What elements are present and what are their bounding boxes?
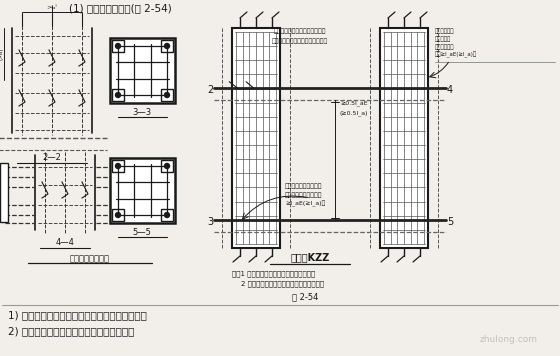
Text: (≥0.5l_a): (≥0.5l_a) xyxy=(340,110,368,116)
Text: 框支梁或楼层: 框支梁或楼层 xyxy=(435,44,455,49)
Text: ≥0.5l_aE: ≥0.5l_aE xyxy=(340,100,367,106)
Text: 板内≥l_aE(≥l_a)。: 板内≥l_aE(≥l_a)。 xyxy=(435,52,477,58)
Text: 注：1 柱底纵筋的连接构造同抗震框架柱。: 注：1 柱底纵筋的连接构造同抗震框架柱。 xyxy=(232,270,315,277)
Text: 5—5: 5—5 xyxy=(133,228,151,237)
Text: 5: 5 xyxy=(447,217,453,227)
Circle shape xyxy=(165,43,170,48)
Text: 3—3: 3—3 xyxy=(132,108,152,117)
Text: 纵向钉筋弯折要求: 纵向钉筋弯折要求 xyxy=(70,254,110,263)
Bar xyxy=(110,158,175,223)
Text: (1) 框支柱钉筋构造(图 2-54): (1) 框支柱钉筋构造(图 2-54) xyxy=(69,3,171,13)
Bar xyxy=(110,38,175,103)
Bar xyxy=(112,40,124,52)
Text: 起，弯镀入: 起，弯镀入 xyxy=(435,36,451,42)
Bar xyxy=(122,163,130,222)
Text: 插入框支架或楼层板内: 插入框支架或楼层板内 xyxy=(285,192,323,198)
Text: 框支柱KZZ: 框支柱KZZ xyxy=(290,252,330,262)
Bar xyxy=(0,163,8,222)
Bar xyxy=(112,89,124,101)
Circle shape xyxy=(165,163,170,168)
Text: zhulong.com: zhulong.com xyxy=(480,335,538,344)
Bar xyxy=(380,28,428,248)
Bar xyxy=(161,209,173,221)
Text: >lₐᴵ
(>lₐ): >lₐᴵ (>lₐ) xyxy=(0,48,3,60)
Text: >lₐᴵ: >lₐᴵ xyxy=(46,5,57,10)
Bar xyxy=(112,209,124,221)
Text: 力墙楼板顶，规则为：能通则通。: 力墙楼板顶，规则为：能通则通。 xyxy=(272,38,328,43)
Text: 2) 柱纵向钉筋的连接宜采用机械连接接头。: 2) 柱纵向钉筋的连接宜采用机械连接接头。 xyxy=(8,326,134,336)
Text: 2: 2 xyxy=(207,85,213,95)
Bar xyxy=(161,160,173,172)
Text: 2—2: 2—2 xyxy=(43,153,62,162)
Text: 自层支柱边缘算起，弯: 自层支柱边缘算起，弯 xyxy=(285,183,323,189)
Circle shape xyxy=(115,163,120,168)
Text: 2 柱纵向钉筋的连接宜采用机械连接接头。: 2 柱纵向钉筋的连接宜采用机械连接接头。 xyxy=(232,280,324,287)
Circle shape xyxy=(115,43,120,48)
Text: 框支柱部分纵筋延伸到上层剪力: 框支柱部分纵筋延伸到上层剪力 xyxy=(274,28,326,33)
Text: 图 2-54: 图 2-54 xyxy=(292,292,318,301)
Circle shape xyxy=(165,93,170,98)
Circle shape xyxy=(165,213,170,218)
Text: 4: 4 xyxy=(447,85,453,95)
Text: ≥l_aE(≥l_a)。: ≥l_aE(≥l_a)。 xyxy=(285,201,325,207)
Bar xyxy=(112,160,124,172)
Circle shape xyxy=(115,213,120,218)
Text: 4—4: 4—4 xyxy=(55,238,74,247)
Bar xyxy=(161,89,173,101)
Bar xyxy=(161,40,173,52)
Circle shape xyxy=(115,93,120,98)
Text: 3: 3 xyxy=(207,217,213,227)
Text: 1) 框支柱的柱底纵筋的连接构造同抗震框架柱。: 1) 框支柱的柱底纵筋的连接构造同抗震框架柱。 xyxy=(8,310,147,320)
Text: 自框支柱边缘: 自框支柱边缘 xyxy=(435,28,455,33)
Bar xyxy=(232,28,280,248)
